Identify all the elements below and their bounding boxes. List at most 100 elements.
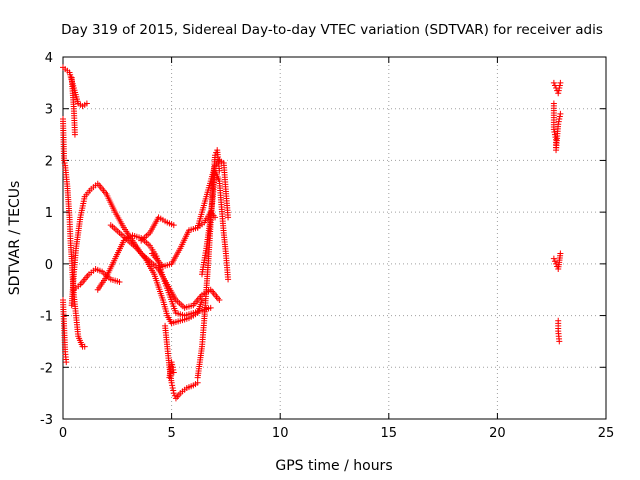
data-point-run xyxy=(70,108,78,136)
data-point xyxy=(555,90,562,97)
data-point-run xyxy=(62,66,71,74)
x-tick-label: 25 xyxy=(598,426,615,441)
data-point-run xyxy=(216,180,225,208)
x-tick-label: 20 xyxy=(489,426,506,441)
plot-frame xyxy=(62,56,607,420)
data-point-run xyxy=(165,314,174,325)
series-trace-d xyxy=(60,297,70,366)
data-point-run xyxy=(68,76,77,110)
data-point-run xyxy=(223,252,231,281)
series-trace-r xyxy=(550,250,564,273)
x-tick-label: 0 xyxy=(59,426,67,441)
data-point-run xyxy=(210,170,218,198)
data-point-run xyxy=(203,180,214,198)
y-tick-label: -3 xyxy=(40,413,53,428)
data-point xyxy=(81,343,88,350)
data-point-run xyxy=(113,211,126,229)
data-point-run xyxy=(148,244,159,258)
data-point xyxy=(225,276,232,283)
data-point-run xyxy=(68,273,77,307)
data-point-run xyxy=(169,247,183,265)
data-point-run xyxy=(73,283,82,291)
series-trace-c xyxy=(60,116,88,350)
chart-title: Day 319 of 2015, Sidereal Day-to-day VTE… xyxy=(61,22,603,38)
data-point xyxy=(83,100,90,107)
data-point xyxy=(194,379,201,386)
y-axis-label: SDTVAR / TECUs xyxy=(7,181,23,296)
data-point-run xyxy=(170,318,182,326)
data-point-run xyxy=(104,257,118,278)
series-trace-l xyxy=(166,359,177,381)
data-point-run xyxy=(94,266,103,274)
data-point-run xyxy=(148,259,160,271)
data-point-run xyxy=(118,231,130,243)
data-point xyxy=(71,131,78,138)
x-tick-label: 10 xyxy=(272,426,289,441)
data-point-run xyxy=(109,223,121,235)
data-point-run xyxy=(73,314,81,337)
data-point-run xyxy=(77,195,88,219)
data-point-run xyxy=(131,233,143,241)
series-trace-e xyxy=(68,180,223,311)
y-tick-label: -2 xyxy=(40,361,53,376)
data-point-run xyxy=(555,113,563,125)
data-point-run xyxy=(62,351,69,363)
data-point-run xyxy=(208,164,218,182)
data-point-run xyxy=(175,310,186,318)
data-point-run xyxy=(183,310,195,318)
data-point-run xyxy=(205,221,214,260)
data-point-run xyxy=(203,257,212,291)
data-point-run xyxy=(76,335,85,348)
data-point-run xyxy=(213,159,221,167)
series-trace-h xyxy=(107,222,206,327)
data-point-run xyxy=(162,261,173,269)
data-point-run xyxy=(150,252,165,268)
data-point-run xyxy=(73,216,84,250)
data-point xyxy=(557,250,564,257)
data-point xyxy=(555,121,562,128)
data-point-run xyxy=(135,247,148,260)
series-trace-o xyxy=(194,157,232,231)
data-point xyxy=(170,390,177,397)
data-point-run xyxy=(195,299,205,314)
data-point xyxy=(116,278,123,285)
data-point-run xyxy=(139,231,152,243)
data-point-run xyxy=(194,345,205,379)
data-point-run xyxy=(171,392,178,399)
data-point-run xyxy=(160,276,172,296)
data-point-run xyxy=(209,288,221,302)
data-point-run xyxy=(199,247,209,275)
data-point-run xyxy=(147,216,161,234)
data-point xyxy=(550,79,557,86)
series-trace-k xyxy=(162,322,201,402)
series-trace-i xyxy=(138,214,177,244)
data-point-run xyxy=(218,206,227,234)
y-tick-label: 1 xyxy=(45,206,53,221)
data-points xyxy=(60,64,564,402)
y-tick-label: 4 xyxy=(45,51,53,66)
data-point xyxy=(63,359,70,366)
data-point-run xyxy=(220,232,229,255)
data-point-run xyxy=(61,325,69,353)
grid-lines xyxy=(63,57,606,419)
data-point-run xyxy=(166,220,175,228)
data-point xyxy=(61,157,68,164)
y-tick-label: 2 xyxy=(45,154,53,169)
data-point-run xyxy=(60,299,67,327)
data-point-run xyxy=(550,102,557,131)
data-point-run xyxy=(83,187,93,198)
data-point-run xyxy=(109,277,121,285)
data-point xyxy=(557,79,564,86)
data-point-run xyxy=(169,361,177,373)
data-point-run xyxy=(95,275,109,291)
data-point-run xyxy=(199,195,209,213)
data-point-run xyxy=(212,169,222,183)
data-point-run xyxy=(143,257,157,276)
data-point xyxy=(199,297,206,304)
data-point xyxy=(170,369,177,376)
data-point-run xyxy=(61,160,68,167)
data-point-run xyxy=(183,302,195,311)
data-point-run xyxy=(555,320,562,332)
data-point-run xyxy=(188,311,199,320)
